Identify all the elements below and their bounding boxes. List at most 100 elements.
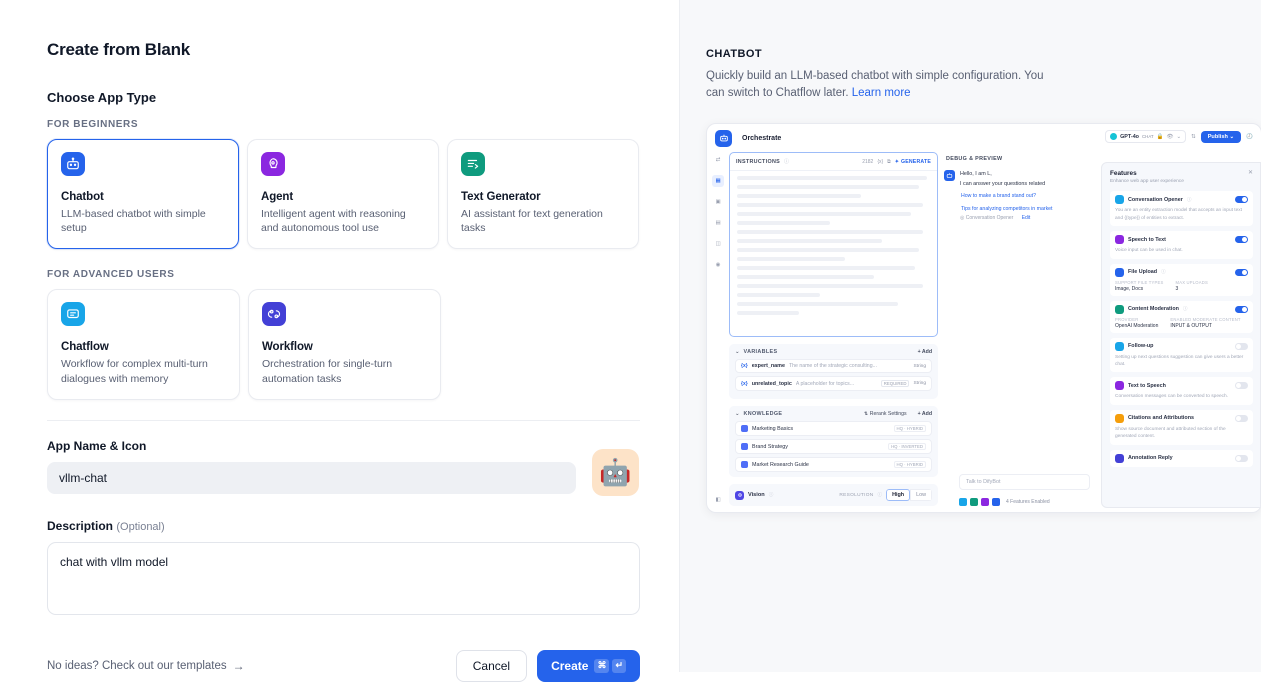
conversation-opener-row: ◎ Conversation Opener Edit bbox=[960, 215, 1031, 222]
app-type-name: Agent bbox=[261, 191, 294, 203]
variable-type: String bbox=[913, 363, 926, 369]
app-name-input[interactable] bbox=[47, 461, 577, 494]
feature-body: Conversation messages can be converted t… bbox=[1115, 394, 1229, 400]
rerank-settings-button[interactable]: ⇅ Rerank Settings bbox=[863, 411, 907, 418]
help-icon: ⓘ bbox=[784, 159, 790, 166]
feature-toggle[interactable] bbox=[1235, 236, 1248, 244]
variable-row[interactable]: {x} expert_name The name of the strategi… bbox=[735, 359, 932, 374]
chevron-down-icon[interactable]: ⌄ bbox=[735, 349, 740, 356]
knowledge-tag: HQ · INVERTED bbox=[888, 443, 926, 451]
generate-button[interactable]: ✦ GENERATE bbox=[894, 158, 931, 165]
knowledge-row[interactable]: Market Research Guide HQ · HYBRID bbox=[735, 457, 932, 473]
feature-toggle[interactable] bbox=[1235, 268, 1248, 276]
feature-card-annotation-reply[interactable]: Annotation Reply bbox=[1110, 449, 1253, 467]
rail-orchestrate-icon[interactable]: ▦ bbox=[712, 175, 724, 188]
feature-toggle[interactable] bbox=[1235, 342, 1248, 350]
app-icon-avatar[interactable]: 🤖 bbox=[592, 448, 639, 496]
history-icon[interactable]: 🕘 bbox=[1246, 133, 1253, 140]
variable-type: String bbox=[913, 381, 926, 387]
copy-icon[interactable]: ⧉ bbox=[887, 158, 891, 165]
app-type-card-text-generator[interactable]: Text Generator AI assistant for text gen… bbox=[447, 139, 639, 250]
resolution-option-low[interactable]: Low bbox=[910, 489, 932, 502]
add-label: Add bbox=[921, 411, 932, 418]
instructions-title: INSTRUCTIONS bbox=[736, 158, 781, 165]
greeting-line-2: I can answer your questions related bbox=[960, 180, 1046, 187]
feature-card-speech-to-text[interactable]: Speech to Text Voice input can be used i… bbox=[1110, 231, 1253, 259]
app-type-card-workflow[interactable]: Workflow Orchestration for single-turn a… bbox=[248, 289, 441, 400]
feature-name: Follow-up bbox=[1128, 343, 1154, 350]
follow-up-icon bbox=[1115, 341, 1124, 351]
rail-shuffle-icon[interactable]: ⇄ bbox=[715, 157, 721, 164]
add-label: Add bbox=[921, 349, 932, 356]
rail-monitor-icon[interactable]: ◫ bbox=[715, 241, 721, 248]
templates-link[interactable]: No ideas? Check out our templates → bbox=[47, 659, 245, 673]
sliders-icon[interactable]: ⇅ bbox=[1191, 133, 1196, 140]
create-button[interactable]: Create ⌘ ↵ bbox=[537, 649, 640, 682]
agent-icon bbox=[261, 152, 285, 176]
footer-buttons: Cancel Create ⌘ ↵ bbox=[455, 649, 640, 682]
feature-card-conversation-opener[interactable]: Conversation Opener ⓘ You are an entity … bbox=[1110, 191, 1253, 227]
model-selector[interactable]: GPT-4o CHAT 🔒 👁 ⌄ bbox=[1105, 130, 1187, 144]
feature-card-follow-up[interactable]: Follow-up Setting up next questions sugg… bbox=[1110, 337, 1253, 373]
features-panel-title: Features bbox=[1110, 170, 1137, 178]
feature-toggle[interactable] bbox=[1235, 414, 1248, 422]
variable-row[interactable]: {x} unrelated_topic A placeholder for to… bbox=[735, 376, 932, 392]
feature-card-file-upload[interactable]: File Upload ⓘ SUPPORT FILE TYPES Image, … bbox=[1110, 263, 1253, 296]
app-type-card-agent[interactable]: Agent Intelligent agent with reasoning a… bbox=[247, 139, 439, 250]
chat-message-bot: Hello, I am L, I can answer your questio… bbox=[944, 170, 1083, 223]
publish-button[interactable]: Publish ⌄ bbox=[1200, 130, 1242, 143]
conversation-opener-edit[interactable]: Edit bbox=[1021, 215, 1031, 222]
feature-toggle[interactable] bbox=[1235, 196, 1248, 204]
resolution-segmented-control: High Low bbox=[886, 489, 932, 502]
group-label-advanced: FOR ADVANCED USERS bbox=[47, 269, 175, 281]
app-name-row: 🤖 bbox=[47, 448, 639, 496]
publish-button-label: Publish bbox=[1207, 133, 1228, 140]
rail-settings-icon[interactable]: ◉ bbox=[715, 262, 721, 269]
description-textarea[interactable] bbox=[47, 541, 640, 615]
app-type-desc: Workflow for complex multi-turn dialogue… bbox=[61, 358, 208, 385]
help-icon: ⓘ bbox=[768, 492, 774, 498]
description-label-text: Description bbox=[47, 518, 114, 533]
chat-input[interactable]: Talk to DifyBot bbox=[959, 474, 1090, 491]
rail-image-icon[interactable]: ▣ bbox=[715, 199, 721, 206]
preview-description-text: Quickly build an LLM-based chatbot with … bbox=[706, 70, 1044, 99]
chevron-down-icon[interactable]: ⌄ bbox=[735, 411, 740, 418]
knowledge-row[interactable]: Marketing Basics HQ · HYBRID bbox=[735, 421, 932, 437]
instructions-variable-icon[interactable]: {x} bbox=[877, 158, 884, 165]
feature-card-citations[interactable]: Citations and Attributions Show source d… bbox=[1110, 409, 1253, 445]
resolution-option-high[interactable]: High bbox=[886, 489, 911, 502]
rail-collapse-icon[interactable]: ◧ bbox=[715, 497, 721, 504]
knowledge-tag: HQ · HYBRID bbox=[893, 425, 926, 433]
feature-field-value: Image, Docs bbox=[1115, 285, 1144, 292]
feature-body: You are an entity extraction model that … bbox=[1115, 208, 1243, 221]
feature-body: Setting up next questions suggestion can… bbox=[1115, 354, 1244, 368]
add-knowledge-button[interactable]: + Add bbox=[917, 411, 932, 418]
feature-name: Text to Speech bbox=[1128, 382, 1166, 389]
suggestion-chip[interactable]: Tips for analyzing competitors in market bbox=[961, 205, 1053, 212]
suggestion-chip[interactable]: How to make a brand stand out? bbox=[961, 192, 1036, 199]
add-variable-button[interactable]: + Add bbox=[917, 349, 932, 356]
help-icon: ⓘ bbox=[1182, 306, 1188, 312]
app-type-desc: AI assistant for text generation tasks bbox=[461, 208, 603, 235]
app-type-card-chatbot[interactable]: Chatbot LLM-based chatbot with simple se… bbox=[47, 139, 239, 250]
app-type-card-chatflow[interactable]: Chatflow Workflow for complex multi-turn… bbox=[47, 289, 240, 400]
close-icon[interactable]: ✕ bbox=[1247, 170, 1253, 177]
variable-required-badge: REQUIRED bbox=[880, 380, 910, 388]
rail-logs-icon[interactable]: ▤ bbox=[715, 220, 721, 227]
form-divider bbox=[47, 419, 640, 421]
text-generator-icon bbox=[461, 152, 485, 176]
feature-field-key: PROVIDER bbox=[1115, 316, 1139, 322]
vision-section: Vision ⓘ RESOLUTION ⓘ High Low bbox=[729, 484, 938, 507]
variable-key-icon: {x} bbox=[741, 380, 748, 387]
feature-card-content-moderation[interactable]: Content Moderation ⓘ PROVIDER OpenAI Mod… bbox=[1110, 300, 1253, 333]
learn-more-link[interactable]: Learn more bbox=[851, 86, 911, 99]
knowledge-icon bbox=[741, 425, 748, 433]
feature-toggle[interactable] bbox=[1235, 454, 1248, 462]
knowledge-row[interactable]: Brand Strategy HQ · INVERTED bbox=[735, 439, 932, 455]
app-type-desc: Orchestration for single-turn automation… bbox=[262, 358, 393, 385]
cancel-button[interactable]: Cancel bbox=[455, 649, 528, 682]
debug-preview-column: DEBUG & PREVIEW Hello, I am L, I can ans… bbox=[944, 152, 1089, 512]
feature-toggle[interactable] bbox=[1235, 382, 1248, 390]
feature-toggle[interactable] bbox=[1235, 305, 1248, 313]
feature-card-text-to-speech[interactable]: Text to Speech Conversation messages can… bbox=[1110, 377, 1253, 405]
